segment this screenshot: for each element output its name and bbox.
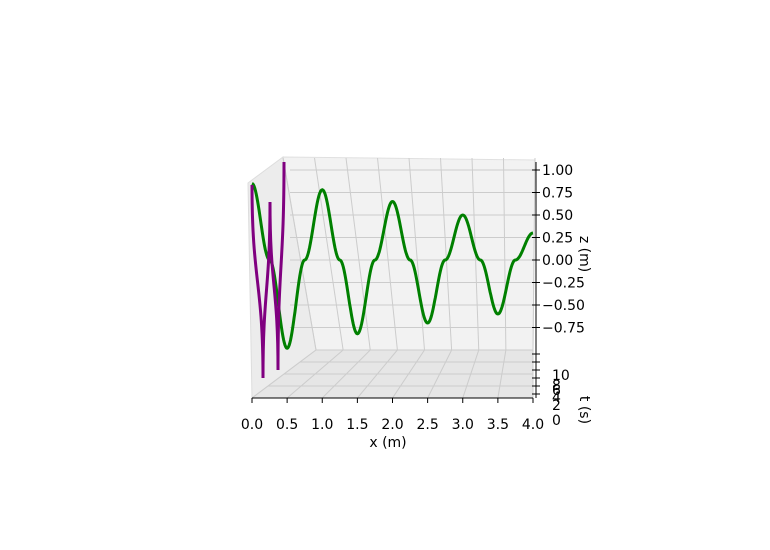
z-tick-label: 0.25: [542, 231, 573, 247]
x-axis-label: x (m): [369, 435, 406, 451]
z-axis-label: z (m): [576, 236, 592, 272]
z-tick-labels: 1.00 0.75 0.50 0.25 0.00 −0.25 −0.50 −0.75: [532, 163, 585, 337]
grid-line-x: [345, 157, 371, 351]
x-tick-label: 2.0: [381, 417, 403, 433]
z-tick-label: 0.75: [542, 186, 573, 202]
x-tick-label: 3.0: [452, 417, 474, 433]
t-tick-label: 4: [552, 390, 561, 406]
x-tick-label: 2.5: [416, 417, 438, 433]
grid-line-x: [440, 157, 453, 351]
t-tick-label: 6: [552, 383, 561, 399]
t-tick-label: 8: [552, 378, 561, 394]
x-tick-label: 4.0: [522, 417, 544, 433]
t-tick-label: 2: [552, 398, 561, 414]
z-tick-label: −0.50: [542, 298, 585, 314]
z-tick-label: 0.00: [542, 253, 573, 269]
z-tick-label: −0.25: [542, 276, 585, 292]
x-tick-label: 1.5: [346, 417, 368, 433]
x-tick-label: 1.0: [311, 417, 333, 433]
grid-line-x: [282, 157, 317, 351]
series-line-purple: [250, 161, 286, 379]
z-tick-label: 1.00: [542, 163, 573, 179]
grid-line-x: [314, 157, 344, 351]
z-tick-label: 0.50: [542, 208, 573, 224]
grid-line-x: [377, 157, 398, 351]
grid-line-x: [532, 157, 536, 351]
back-pane: [282, 156, 536, 351]
t-tick-label: 10: [552, 368, 570, 384]
grid-line-x: [503, 157, 507, 351]
x-tick-label: 0.5: [276, 417, 298, 433]
series-line-green: [251, 182, 534, 350]
grid-lines: [251, 157, 536, 399]
t-axis-label: t (s): [576, 396, 592, 424]
x-tick-label: 0.0: [241, 417, 263, 433]
x-tick-labels: 0.0 0.5 1.0 1.5 2.0 2.5 3.0 3.5 4.0: [241, 398, 544, 433]
t-tick-label: 0: [552, 413, 561, 429]
grid-line-x: [408, 157, 425, 351]
series-lines: [250, 161, 534, 379]
x-tick-label: 3.5: [487, 417, 509, 433]
z-tick-label: −0.75: [542, 321, 585, 337]
